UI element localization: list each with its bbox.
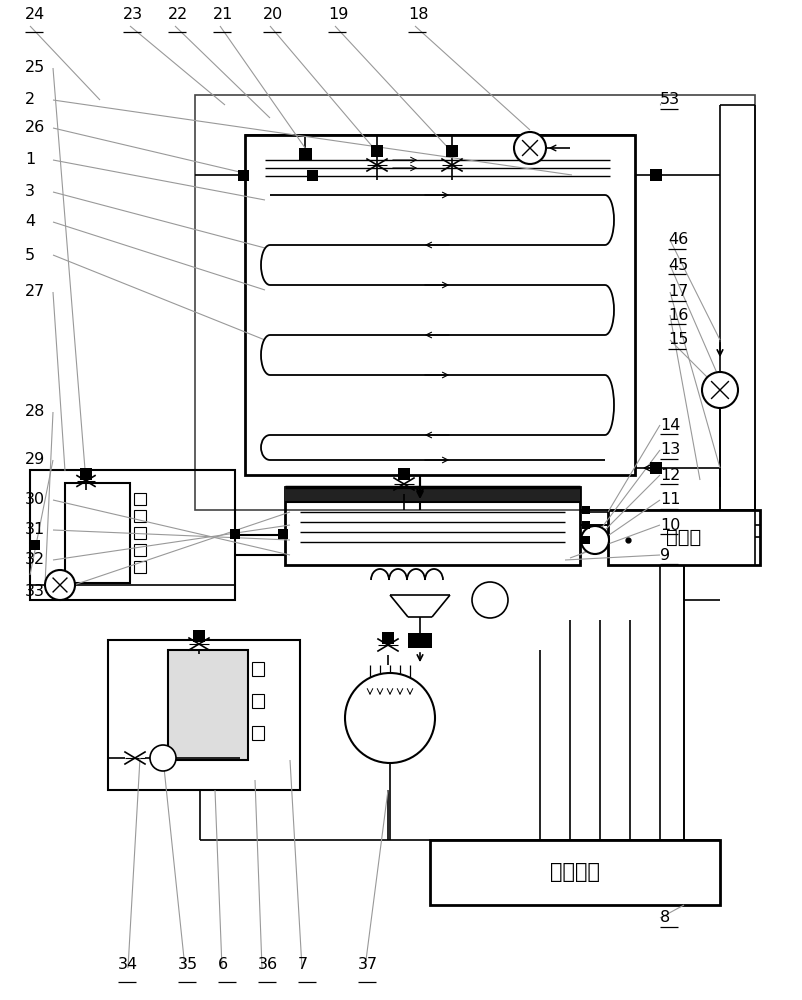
Bar — [134, 527, 146, 539]
Text: 35: 35 — [178, 957, 198, 972]
Bar — [134, 527, 146, 539]
Text: 46: 46 — [667, 232, 687, 247]
Text: 29: 29 — [25, 452, 45, 468]
Bar — [429, 840, 719, 905]
Text: 45: 45 — [667, 257, 687, 272]
Text: 15: 15 — [667, 332, 687, 348]
Bar — [649, 169, 661, 181]
Text: 31: 31 — [25, 522, 45, 538]
Text: 2: 2 — [25, 93, 35, 107]
Bar — [134, 493, 146, 505]
Bar — [277, 529, 288, 539]
Bar — [30, 470, 235, 600]
Bar — [134, 544, 146, 556]
Bar — [407, 633, 431, 648]
Bar — [134, 510, 146, 522]
Bar — [445, 145, 457, 157]
Text: 10: 10 — [659, 518, 679, 532]
Bar — [298, 148, 312, 161]
Text: 7: 7 — [298, 957, 308, 972]
Text: 4: 4 — [25, 215, 35, 230]
Text: 24: 24 — [25, 7, 45, 22]
Bar — [382, 632, 394, 644]
Text: 28: 28 — [25, 404, 46, 420]
Bar — [285, 487, 579, 502]
Bar — [134, 561, 146, 573]
Text: 32: 32 — [25, 552, 45, 568]
Text: 36: 36 — [257, 957, 277, 972]
Text: 制冷机: 制冷机 — [666, 528, 701, 546]
Text: 9: 9 — [659, 548, 670, 562]
Bar — [252, 726, 264, 740]
Text: 17: 17 — [667, 284, 687, 300]
Text: 25: 25 — [25, 60, 45, 76]
Text: 53: 53 — [659, 93, 679, 107]
Text: 30: 30 — [25, 492, 45, 508]
Bar — [134, 561, 146, 573]
Text: 11: 11 — [659, 492, 679, 508]
Bar — [107, 640, 300, 790]
Text: 18: 18 — [407, 7, 428, 22]
Bar — [581, 521, 589, 529]
Bar — [80, 468, 92, 480]
Text: 14: 14 — [659, 418, 679, 432]
Bar — [581, 536, 589, 544]
Text: 34: 34 — [118, 957, 138, 972]
Text: 6: 6 — [217, 957, 228, 972]
Text: 控制系统: 控制系统 — [549, 862, 599, 882]
Text: 1: 1 — [25, 152, 35, 167]
Text: 16: 16 — [667, 308, 687, 322]
Circle shape — [701, 372, 737, 408]
Circle shape — [150, 745, 176, 771]
Text: 26: 26 — [25, 120, 45, 135]
Bar — [306, 170, 318, 181]
Circle shape — [472, 582, 508, 618]
Bar — [134, 544, 146, 556]
Circle shape — [345, 673, 435, 763]
Bar — [134, 510, 146, 522]
Circle shape — [513, 132, 545, 164]
Bar — [134, 493, 146, 505]
Bar — [285, 487, 579, 565]
Bar — [192, 630, 205, 642]
Text: 23: 23 — [123, 7, 143, 22]
Bar — [245, 135, 634, 475]
Bar — [65, 483, 130, 583]
Bar — [195, 95, 754, 510]
Text: 8: 8 — [659, 910, 670, 926]
Circle shape — [581, 526, 608, 554]
Bar — [607, 510, 759, 565]
Bar — [30, 540, 40, 550]
Text: 19: 19 — [327, 7, 348, 22]
Text: 33: 33 — [25, 584, 45, 599]
Bar — [252, 694, 264, 708]
Circle shape — [45, 570, 75, 600]
Text: 27: 27 — [25, 284, 45, 300]
Text: 21: 21 — [213, 7, 233, 22]
Bar — [581, 506, 589, 514]
Text: 5: 5 — [25, 247, 35, 262]
Text: 3: 3 — [25, 184, 35, 200]
Bar — [168, 650, 248, 760]
Bar — [649, 462, 661, 474]
Text: T: T — [485, 593, 494, 606]
Text: 22: 22 — [168, 7, 188, 22]
Bar — [252, 662, 264, 676]
Text: 12: 12 — [659, 468, 679, 483]
Text: 13: 13 — [659, 442, 679, 458]
Bar — [398, 468, 410, 480]
Text: 20: 20 — [263, 7, 283, 22]
Bar — [371, 145, 383, 157]
Bar — [237, 170, 249, 181]
Bar — [229, 529, 240, 539]
Text: 37: 37 — [358, 957, 378, 972]
